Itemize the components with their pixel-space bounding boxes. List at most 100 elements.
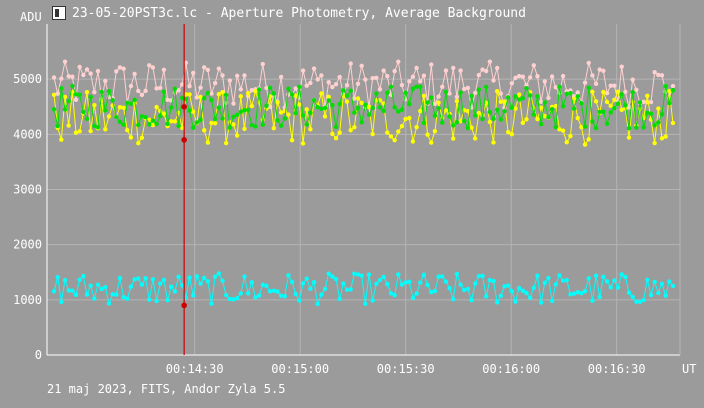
- data-point: [249, 280, 254, 285]
- window-title-bar: 23-05-20PST3c.lc - Aperture Photometry, …: [52, 4, 526, 22]
- chart-cursor[interactable]: [181, 24, 187, 355]
- data-point: [487, 277, 493, 283]
- data-point: [84, 89, 90, 95]
- data-point: [385, 281, 390, 287]
- data-point: [557, 273, 562, 278]
- data-point: [531, 112, 536, 117]
- data-point: [278, 293, 284, 299]
- data-point: [344, 287, 350, 293]
- data-point: [51, 92, 57, 98]
- data-point: [161, 67, 167, 73]
- data-point: [315, 105, 320, 110]
- y-tick-label: 1000: [13, 293, 42, 307]
- data-point: [656, 106, 661, 111]
- data-point: [304, 276, 309, 281]
- footer-info: 21 maj 2023, FITS, Andor Zyla 5.5: [47, 382, 286, 396]
- data-point: [77, 277, 82, 282]
- data-point: [88, 283, 93, 288]
- data-point: [524, 117, 529, 122]
- data-point: [114, 114, 119, 120]
- data-point: [264, 85, 269, 91]
- data-point: [659, 73, 665, 78]
- data-point: [300, 68, 306, 73]
- data-point: [139, 282, 145, 287]
- data-point: [132, 97, 137, 103]
- data-point: [630, 89, 635, 95]
- data-point: [546, 114, 551, 120]
- data-point: [289, 279, 295, 285]
- data-point: [341, 88, 346, 93]
- data-point: [95, 68, 101, 74]
- data-point: [337, 74, 342, 80]
- data-point: [494, 300, 500, 305]
- data-point: [359, 63, 364, 69]
- data-point: [418, 280, 423, 285]
- data-point: [370, 131, 375, 137]
- data-point: [538, 99, 544, 105]
- data-point: [238, 291, 244, 296]
- data-point: [626, 105, 632, 110]
- data-point: [172, 119, 178, 124]
- data-point: [473, 113, 478, 118]
- data-point: [630, 77, 635, 82]
- data-point: [136, 276, 141, 281]
- data-point: [480, 67, 485, 72]
- data-point: [209, 91, 214, 96]
- x-axis-label: UT: [682, 362, 696, 376]
- data-point: [319, 73, 324, 78]
- data-point: [128, 101, 134, 106]
- data-point: [348, 128, 353, 133]
- data-point: [381, 274, 386, 280]
- data-point: [198, 94, 203, 100]
- data-point: [326, 94, 331, 100]
- data-point: [62, 59, 68, 64]
- y-tick-label: 3000: [13, 183, 42, 197]
- data-point: [147, 63, 152, 68]
- data-point: [623, 103, 628, 108]
- data-point: [615, 101, 621, 106]
- data-point: [344, 93, 350, 98]
- data-point: [220, 89, 225, 95]
- data-point: [414, 84, 419, 89]
- data-point: [564, 277, 569, 283]
- data-point: [220, 116, 225, 121]
- data-point: [527, 93, 533, 98]
- data-point: [183, 92, 189, 97]
- data-point: [161, 89, 167, 95]
- data-point: [535, 273, 540, 278]
- data-point: [502, 109, 507, 114]
- data-point: [597, 294, 602, 300]
- data-point: [407, 115, 412, 121]
- data-point: [187, 92, 192, 97]
- data-point: [399, 107, 405, 112]
- data-point: [238, 109, 244, 115]
- data-point: [289, 92, 295, 97]
- data-point: [593, 99, 599, 104]
- data-point: [194, 274, 200, 279]
- data-point: [59, 137, 64, 142]
- data-point: [418, 79, 423, 84]
- data-point: [293, 93, 298, 98]
- data-point: [121, 66, 126, 71]
- data-point: [337, 101, 342, 107]
- data-point: [388, 291, 394, 296]
- data-point: [81, 273, 86, 279]
- data-point: [469, 125, 474, 130]
- data-point: [579, 290, 584, 296]
- data-point: [465, 286, 471, 292]
- data-point: [454, 98, 460, 104]
- data-point: [465, 85, 471, 91]
- data-point: [106, 114, 112, 119]
- data-point: [216, 91, 222, 97]
- data-point: [271, 126, 276, 131]
- data-point: [473, 136, 478, 141]
- data-point: [147, 297, 152, 302]
- data-point: [575, 115, 580, 121]
- data-point: [355, 272, 361, 277]
- data-point: [363, 77, 368, 82]
- data-point: [586, 60, 591, 66]
- data-point: [509, 131, 515, 137]
- data-point: [597, 109, 602, 115]
- data-point: [81, 72, 86, 78]
- data-point: [469, 93, 474, 99]
